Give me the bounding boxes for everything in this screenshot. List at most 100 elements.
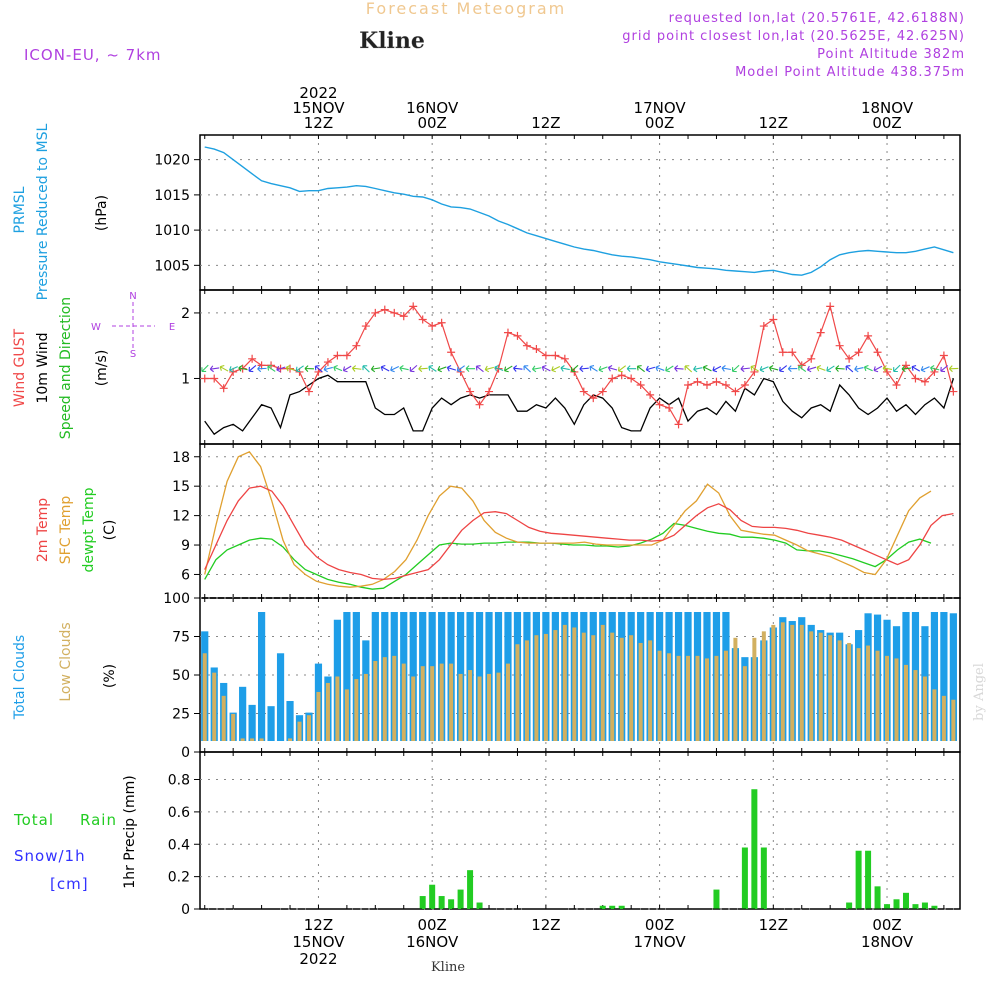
gust-marker <box>304 387 313 396</box>
total-cloud-bar <box>930 612 939 741</box>
gust-marker <box>503 328 512 337</box>
wind-direction-arrow <box>768 365 779 372</box>
wind-direction-arrow <box>276 365 286 373</box>
low-cloud-bar <box>439 663 444 741</box>
footer-location: Kline <box>431 960 465 975</box>
gust-marker <box>646 390 655 399</box>
gust-marker <box>873 348 882 357</box>
wind-direction-arrow <box>560 365 570 372</box>
low-cloud-bar <box>202 653 207 741</box>
low-cloud-bar <box>847 642 852 741</box>
low-cloud-bar <box>515 644 520 741</box>
low-cloud-bar <box>534 635 539 741</box>
low-cloud-bar <box>363 673 368 741</box>
bottom-time-label: 16NOV <box>406 933 459 951</box>
y-tick-label: 1005 <box>154 258 190 274</box>
point-altitude: Point Altitude 382m <box>817 47 965 62</box>
bottom-time-label: 12Z <box>759 916 788 934</box>
low-cloud-label: Low Clouds <box>58 622 74 701</box>
panel-cloud-labels: Total Clouds Low Clouds (%) <box>12 622 118 720</box>
wind-direction-arrow <box>513 365 523 372</box>
gust-label: Wind GUST <box>12 328 28 407</box>
wind-direction-arrow <box>617 365 627 373</box>
super-title: Forecast Meteogram <box>366 0 566 18</box>
panel-5-frame <box>199 751 961 910</box>
gust-marker <box>816 328 825 337</box>
low-cloud-bar <box>221 695 226 741</box>
model-altitude: Model Point Altitude 438.375m <box>735 65 965 80</box>
top-time-label: 18NOV <box>861 99 914 117</box>
total-cloud-bar <box>257 612 266 741</box>
wind-direction-arrow <box>532 365 542 373</box>
y-tick-label: 0 <box>181 902 190 918</box>
low-cloud-bar <box>553 630 558 741</box>
low-cloud-bar <box>306 715 311 741</box>
low-cloud-bar <box>487 673 492 741</box>
low-cloud-bar <box>401 663 406 741</box>
low-cloud-bar <box>837 640 842 741</box>
gust-marker <box>579 387 588 396</box>
low-cloud-bar <box>430 666 435 741</box>
gust-marker <box>200 374 209 383</box>
gust-marker <box>399 312 408 321</box>
bottom-time-label: 00Z <box>872 916 901 934</box>
gust-marker <box>409 302 418 311</box>
low-cloud-bar <box>704 658 709 741</box>
low-cloud-bar <box>648 640 653 741</box>
low-cloud-bar <box>657 650 662 741</box>
wind-direction-arrow <box>750 365 759 372</box>
low-cloud-bar <box>875 650 880 741</box>
gust-marker <box>598 387 607 396</box>
wind-direction-arrow <box>607 364 618 372</box>
total-cloud-bar <box>267 706 275 741</box>
wind-direction-arrow <box>437 365 447 373</box>
wind-direction-arrow <box>285 364 295 372</box>
rain-bar <box>618 905 625 909</box>
low-cloud-bar <box>496 672 501 741</box>
low-cloud-bar <box>761 631 766 741</box>
y-tick-label: 0 <box>181 745 190 761</box>
temp2m-label: 2m Temp <box>35 498 51 562</box>
low-cloud-bar <box>638 642 643 741</box>
low-cloud-bar <box>686 655 691 741</box>
wind-direction-arrow <box>267 365 276 372</box>
low-cloud-bar <box>856 648 861 741</box>
gust-marker <box>702 381 711 390</box>
low-cloud-bar <box>250 738 255 741</box>
panel-4: 0 25 50 75 100 <box>163 591 961 761</box>
wind-direction-arrow <box>797 365 807 373</box>
wind-direction-arrow <box>428 365 437 372</box>
snow-label: Snow/1h <box>14 847 86 865</box>
y-tick-label: 12 <box>172 509 190 525</box>
wind-direction-arrow <box>826 365 835 373</box>
panels: 10051010101510201269121518025507510000.2… <box>154 134 961 918</box>
wind-direction-arrow <box>948 365 959 373</box>
y-tick-label: 6 <box>181 567 190 583</box>
panel-3: 6 9 12 15 18 <box>172 443 961 599</box>
gust-marker <box>807 354 816 363</box>
gust-marker <box>532 344 541 353</box>
low-cloud-bar <box>809 631 814 741</box>
top-time-label: 00Z <box>645 114 674 132</box>
wind-direction-arrow <box>494 364 504 372</box>
gust-marker <box>485 387 494 396</box>
wind-direction-arrow <box>219 365 229 372</box>
wind-direction-arrow <box>712 365 722 373</box>
gust-marker <box>333 351 342 360</box>
low-cloud-bar <box>619 637 624 741</box>
low-cloud-bar <box>903 664 908 741</box>
rain-bar <box>476 902 483 909</box>
low-cloud-bar <box>316 691 321 741</box>
y-tick-label: 0.8 <box>168 773 190 789</box>
low-cloud-bar <box>581 632 586 741</box>
low-cloud-bar <box>913 670 918 741</box>
wind-direction-arrow <box>731 364 740 373</box>
gust-line <box>204 304 954 426</box>
low-cloud-bar <box>941 695 946 741</box>
y-tick-label: 0.4 <box>168 837 190 853</box>
wind-direction-arrow <box>665 365 674 373</box>
rain-bar <box>599 905 606 909</box>
y-tick-label: 0.2 <box>168 870 190 886</box>
